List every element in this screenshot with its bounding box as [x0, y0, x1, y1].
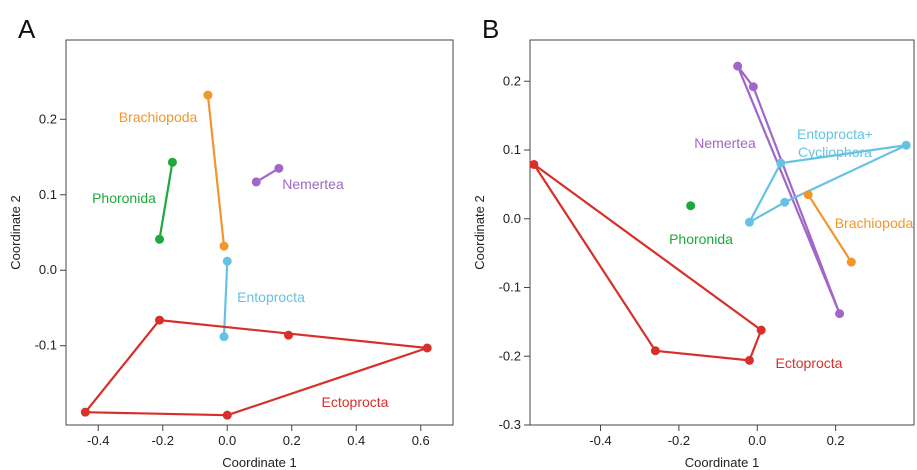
panel-b-entoprocta-point: [780, 197, 790, 207]
panel-b-brachiopoda-point: [803, 190, 813, 200]
panel-b-brachiopoda-label: Brachiopoda: [835, 215, 914, 231]
panel-a-ytick-label: -0.1: [35, 338, 57, 353]
panel-a-y-axis-label: Coordinate 2: [8, 195, 23, 269]
panel-b-phoronida-point: [686, 201, 696, 211]
panel-b-nemertea-point: [748, 82, 758, 92]
panel-a-frame: [65, 39, 454, 426]
panel-a-xtick-label: 0.6: [412, 433, 430, 448]
panel-a-xtick-label: 0.0: [218, 433, 236, 448]
panel-b-xtick-label: -0.2: [668, 433, 690, 448]
panel-b-entoprocta-point: [776, 158, 786, 168]
panel-b-xtick-label: 0.0: [748, 433, 766, 448]
panel-a-nemertea-point: [251, 177, 261, 187]
panel-a-nemertea-label: Nemertea: [282, 176, 344, 192]
panel-a-ytick-label: 0.1: [39, 187, 57, 202]
panel-b-nemertea-label: Nemertea: [694, 135, 756, 151]
panel-b-ytick-label: 0.2: [503, 73, 521, 88]
panel-a-nemertea-point: [274, 163, 284, 173]
panel-b-entoprocta-point: [744, 217, 754, 227]
panel-b-ytick-label: -0.1: [499, 280, 521, 295]
panel-a-brachiopoda-point: [203, 90, 213, 100]
panel-b-y-axis-label: Coordinate 2: [472, 195, 487, 269]
panel-a-ectoprocta-point: [222, 410, 232, 420]
panel-b-phoronida-label: Phoronida: [669, 231, 733, 247]
panel-a-ytick-label: 0.0: [39, 262, 57, 277]
panel-a-letter: A: [18, 14, 36, 44]
panel-a-phoronida-point: [167, 157, 177, 167]
panel-a-xtick-label: -0.4: [87, 433, 109, 448]
panel-b-entoprocta-point: [901, 140, 911, 150]
panel-b-entoprocta-label: Entoprocta+ Cycliophora: [797, 126, 873, 160]
panel-b-x-axis-label: Coordinate 1: [685, 455, 759, 470]
panel-a-ytick-label: 0.2: [39, 111, 57, 126]
panel-a-entoprocta-point: [219, 332, 229, 342]
panel-b-brachiopoda-outline: [807, 194, 853, 263]
panel-b-ytick-label: 0.0: [503, 211, 521, 226]
panel-a-xtick-label: 0.2: [283, 433, 301, 448]
panel-a-brachiopoda-outline: [206, 94, 226, 247]
panel-b-ytick-label: 0.1: [503, 142, 521, 157]
panel-b-ectoprocta-outline: [532, 163, 763, 362]
panel-a-ectoprocta-point: [284, 330, 294, 340]
panel-b-ectoprocta-point: [756, 325, 766, 335]
panel-a-phoronida-point: [155, 234, 165, 244]
panel-b-nemertea-point: [733, 61, 743, 71]
panel-b-ectoprocta-label: Ectoprocta: [776, 355, 843, 371]
panel-a-entoprocta-label: Entoprocta: [237, 289, 305, 305]
panel-a-entoprocta-point: [222, 256, 232, 266]
panel-b-xtick-label: -0.4: [589, 433, 611, 448]
panel-b-xtick-label: 0.2: [827, 433, 845, 448]
panel-a-ectoprocta-point: [155, 315, 165, 325]
panel-a-entoprocta-outline: [222, 261, 229, 337]
panel-b-brachiopoda-point: [846, 257, 856, 267]
panel-b-ectoprocta-point: [744, 355, 754, 365]
panel-a-phoronida-outline: [158, 162, 174, 240]
panel-a-x-axis-label: Coordinate 1: [222, 455, 296, 470]
panel-b-nemertea-point: [835, 309, 845, 319]
panel-a-ectoprocta-point: [422, 343, 432, 353]
panel-a-phoronida-label: Phoronida: [92, 190, 156, 206]
panel-a-xtick-label: -0.2: [152, 433, 174, 448]
panel-a-ectoprocta-point: [80, 407, 90, 417]
panel-a-brachiopoda-label: Brachiopoda: [119, 109, 198, 125]
panel-b-letter: B: [482, 14, 499, 44]
panel-b-ectoprocta-point: [529, 159, 539, 169]
panel-a-brachiopoda-point: [219, 241, 229, 251]
panel-b-ytick-label: -0.2: [499, 348, 521, 363]
panel-b-nemertea-outline: [736, 64, 841, 315]
panel-b-frame: [529, 39, 915, 426]
panel-a-ectoprocta-label: Ectoprocta: [322, 394, 389, 410]
panel-a-xtick-label: 0.4: [347, 433, 365, 448]
panel-b-ectoprocta-point: [650, 346, 660, 356]
panel-b-ytick-label: -0.3: [499, 417, 521, 432]
